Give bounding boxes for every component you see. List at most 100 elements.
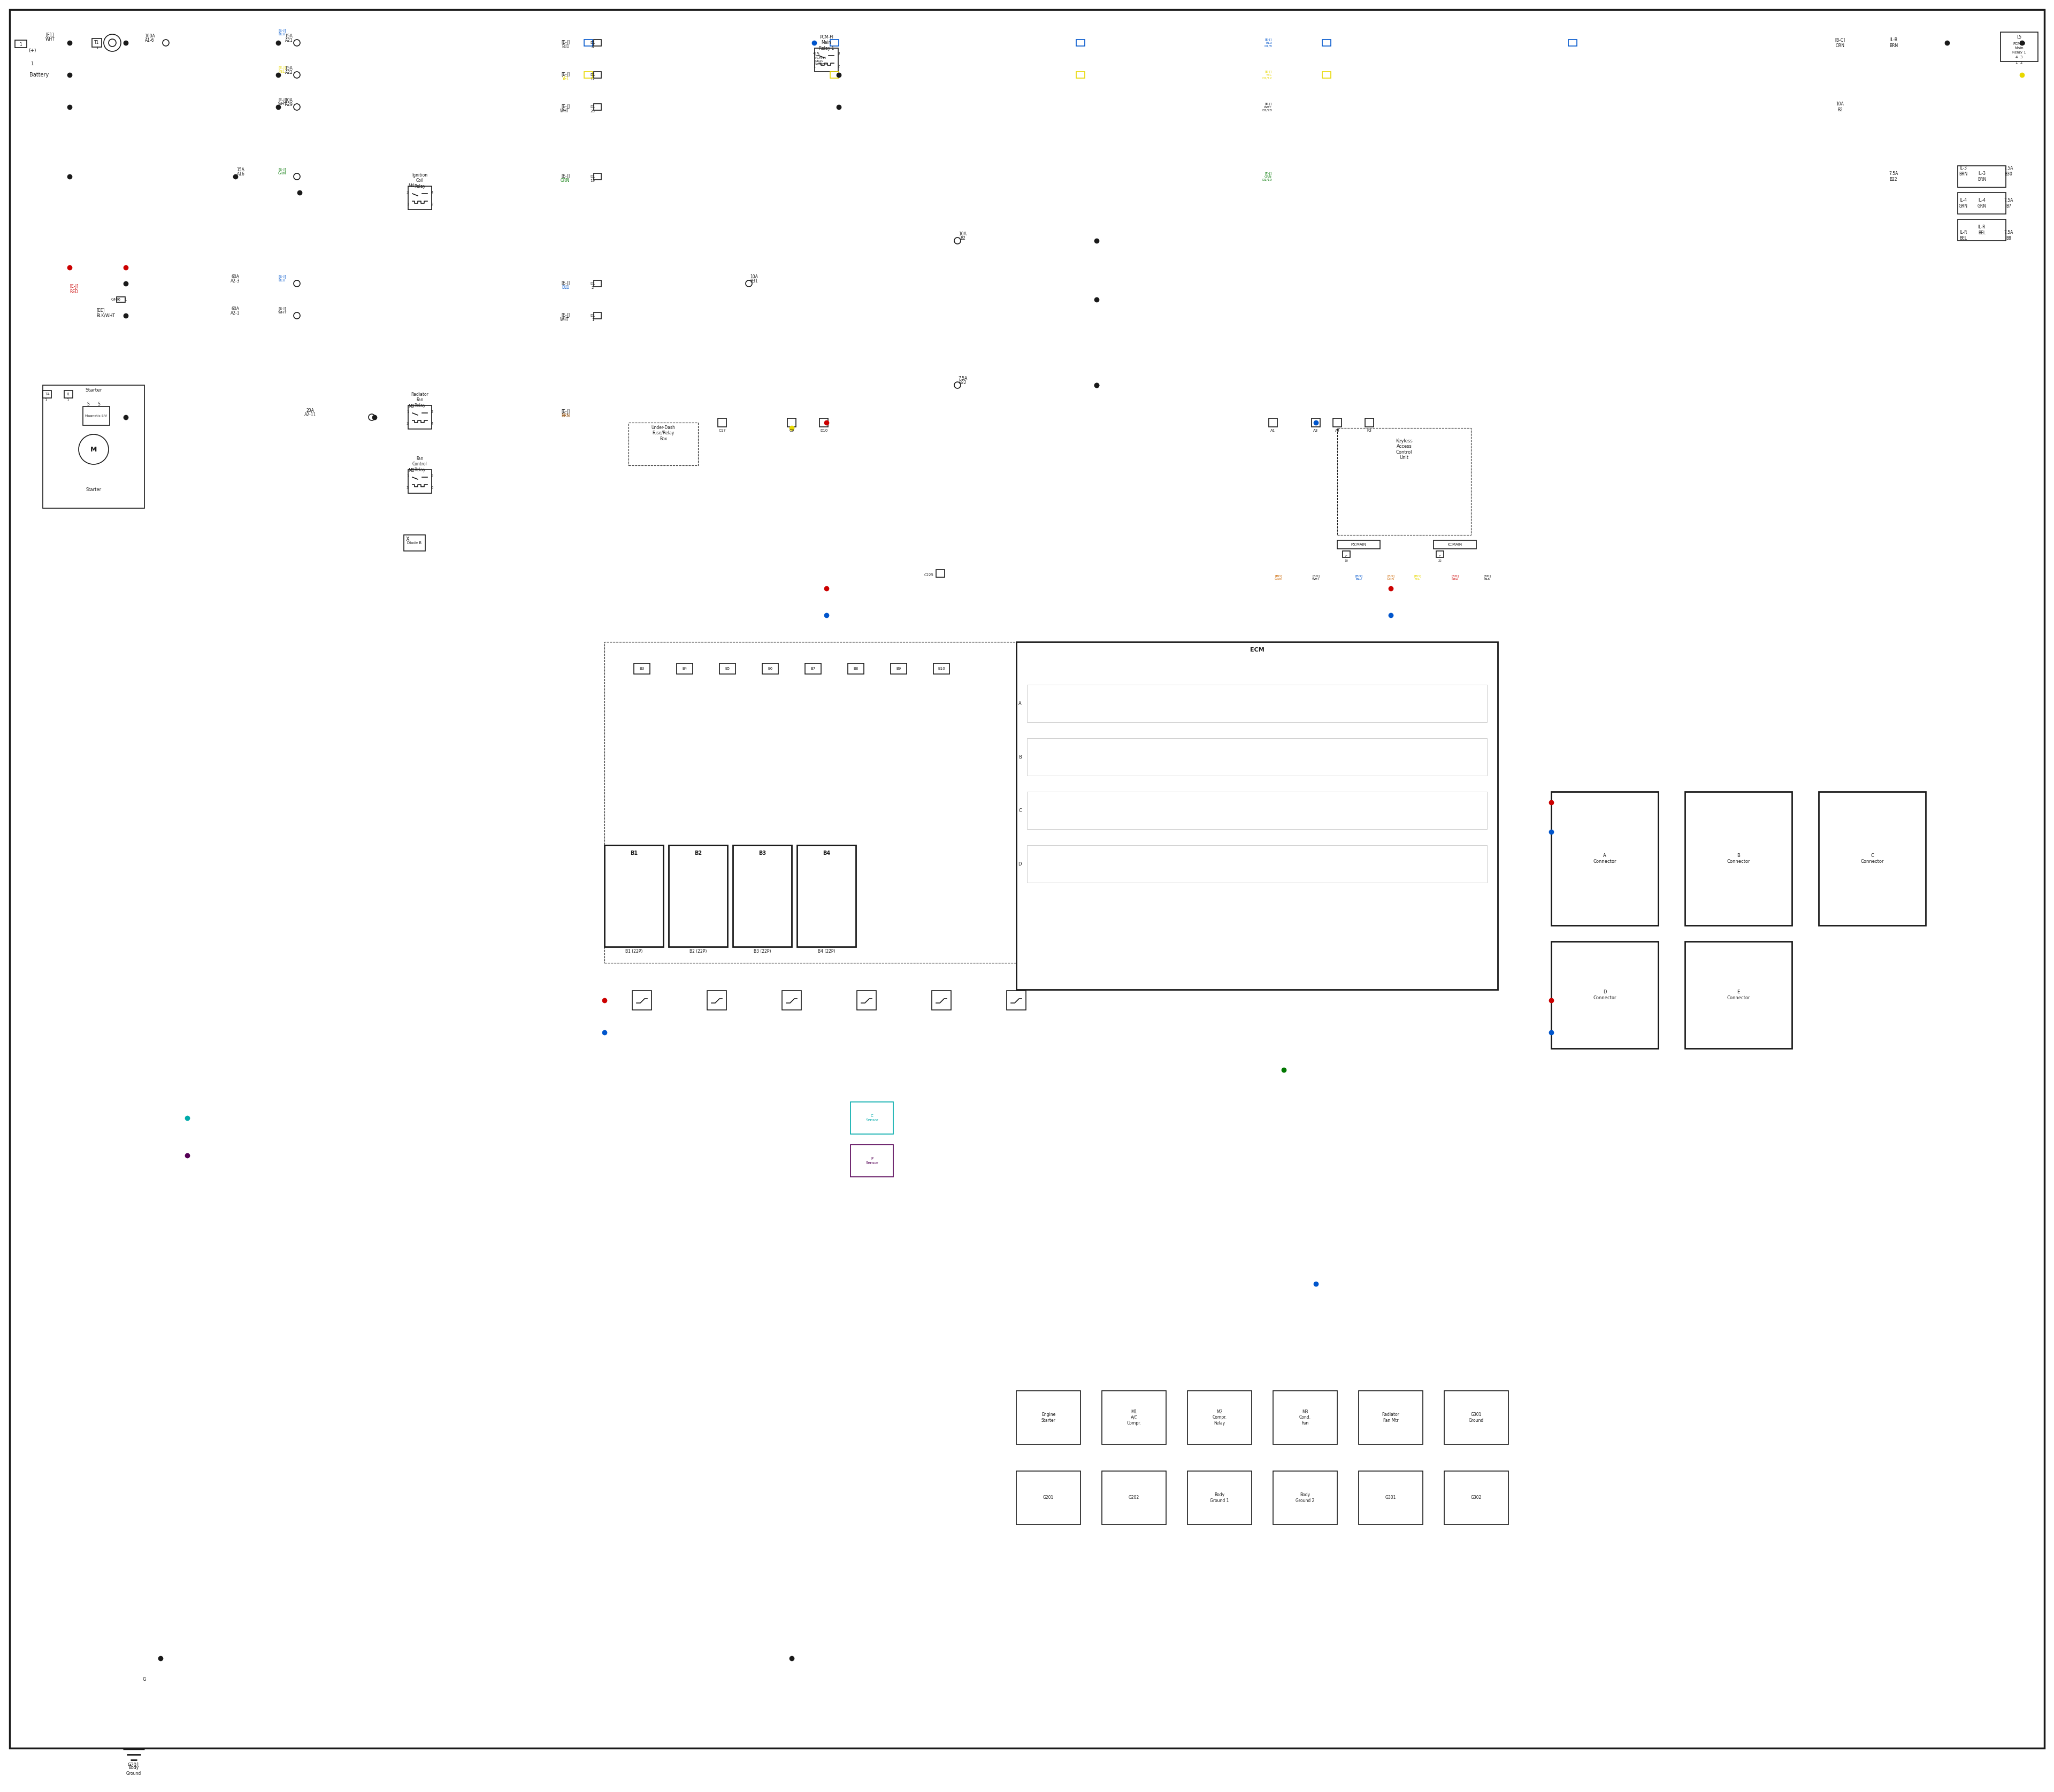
- Bar: [629, 423, 698, 466]
- Text: A4: A4: [1335, 428, 1339, 432]
- Bar: [1337, 539, 1380, 548]
- Bar: [1323, 72, 1331, 79]
- Text: 4: 4: [431, 192, 433, 194]
- Bar: [1076, 39, 1085, 47]
- Text: 1: 1: [123, 297, 127, 301]
- Text: 22: 22: [1438, 559, 1442, 563]
- Text: Radiator
Fan Mtr: Radiator Fan Mtr: [1382, 1412, 1399, 1423]
- Text: [E-J]
BLU: [E-J] BLU: [277, 274, 286, 281]
- Text: RED: RED: [70, 289, 78, 294]
- Bar: [1444, 1391, 1508, 1444]
- Text: [BD]
RED: [BD] RED: [1452, 575, 1458, 581]
- Text: B2: B2: [694, 851, 702, 857]
- Text: 20A: 20A: [306, 409, 314, 414]
- Text: 2: 2: [431, 475, 433, 478]
- Bar: [850, 1145, 893, 1177]
- Text: A1-6: A1-6: [146, 38, 154, 43]
- Text: [BD]
WHT: [BD] WHT: [1313, 575, 1321, 581]
- Text: [BD]
ORN: [BD] ORN: [1276, 575, 1282, 581]
- Text: A22: A22: [286, 70, 294, 75]
- Text: 15A: 15A: [236, 168, 244, 172]
- Text: A3: A3: [1313, 428, 1319, 432]
- Text: Main: Main: [815, 59, 824, 63]
- Text: 10A: 10A: [959, 231, 967, 237]
- Bar: [1076, 72, 1085, 79]
- Text: [BD]
ORN: [BD] ORN: [1386, 575, 1395, 581]
- Bar: [797, 846, 857, 946]
- Bar: [594, 72, 602, 79]
- Text: B4 (22P): B4 (22P): [817, 948, 836, 953]
- Bar: [937, 570, 945, 577]
- Text: 2: 2: [431, 410, 433, 414]
- Text: C
Sensor: C Sensor: [865, 1115, 879, 1122]
- Text: A16: A16: [236, 172, 244, 177]
- Bar: [409, 186, 431, 210]
- Bar: [594, 104, 602, 109]
- Bar: [1358, 1471, 1423, 1525]
- Text: Main: Main: [2015, 47, 2023, 50]
- Text: 1: 1: [407, 475, 409, 478]
- Text: B2 (22P): B2 (22P): [690, 948, 707, 953]
- Text: C225: C225: [924, 573, 933, 577]
- Text: D10: D10: [820, 428, 828, 432]
- Text: A2-3: A2-3: [230, 280, 240, 283]
- Bar: [1366, 418, 1374, 426]
- Text: D: D: [1019, 862, 1021, 866]
- Bar: [1101, 1391, 1167, 1444]
- Bar: [850, 1102, 893, 1134]
- Text: B: B: [1019, 754, 1021, 760]
- Bar: [409, 405, 431, 428]
- Bar: [1358, 1391, 1423, 1444]
- Text: PCM-FI: PCM-FI: [815, 56, 826, 59]
- Bar: [1444, 1471, 1508, 1525]
- Text: [E-J]: [E-J]: [561, 410, 569, 414]
- Text: D1: D1: [589, 41, 596, 45]
- Text: Radiator
Fan
Relay: Radiator Fan Relay: [411, 392, 429, 409]
- Text: Diode B: Diode B: [407, 541, 421, 545]
- Circle shape: [162, 39, 168, 47]
- Text: [E-J]
GRN
D1/19: [E-J] GRN D1/19: [1261, 172, 1271, 181]
- Text: [E-J]: [E-J]: [561, 104, 569, 109]
- Text: 10: 10: [1345, 559, 1347, 563]
- Bar: [82, 407, 109, 425]
- Bar: [405, 536, 425, 550]
- Text: A
Connector: A Connector: [1594, 853, 1616, 864]
- Text: [EE]: [EE]: [97, 308, 105, 312]
- Bar: [1323, 39, 1331, 47]
- Text: B1: B1: [631, 851, 637, 857]
- Text: 15A: 15A: [286, 34, 294, 39]
- Bar: [1006, 991, 1025, 1011]
- Text: [E-J]: [E-J]: [561, 72, 569, 77]
- Text: WHT: WHT: [561, 317, 569, 323]
- Text: M1
A/C
Compr.: M1 A/C Compr.: [1128, 1410, 1142, 1425]
- Bar: [891, 663, 906, 674]
- Text: 3: 3: [838, 52, 840, 56]
- Text: S: S: [99, 401, 101, 407]
- Text: 7.5A
B7: 7.5A B7: [2005, 199, 2013, 208]
- Text: B9: B9: [896, 667, 902, 670]
- Text: B3: B3: [639, 667, 645, 670]
- Text: 2: 2: [838, 65, 840, 68]
- Text: Ignition
Coil
Relay: Ignition Coil Relay: [413, 172, 427, 188]
- Text: C406: C406: [111, 297, 121, 301]
- Bar: [1957, 192, 2007, 213]
- Bar: [633, 991, 651, 1011]
- Text: K3: K3: [1366, 428, 1372, 432]
- Text: D1: D1: [589, 73, 596, 77]
- Text: M4: M4: [409, 185, 415, 188]
- Text: A: A: [1019, 701, 1021, 706]
- Text: [E-J]
BLU: [E-J] BLU: [277, 29, 286, 36]
- Bar: [583, 39, 594, 47]
- Text: L5: L5: [2017, 36, 2021, 39]
- Text: L5: L5: [815, 52, 820, 57]
- Bar: [830, 72, 838, 79]
- Circle shape: [294, 104, 300, 109]
- Text: B4: B4: [682, 667, 688, 670]
- Text: [E-J]: [E-J]: [561, 281, 569, 287]
- Text: G202: G202: [1128, 1495, 1140, 1500]
- Bar: [1551, 792, 1658, 925]
- Text: B8: B8: [852, 667, 859, 670]
- Circle shape: [294, 312, 300, 319]
- Text: [E-J]
GRN: [E-J] GRN: [277, 167, 286, 176]
- Text: 100A: 100A: [144, 34, 154, 39]
